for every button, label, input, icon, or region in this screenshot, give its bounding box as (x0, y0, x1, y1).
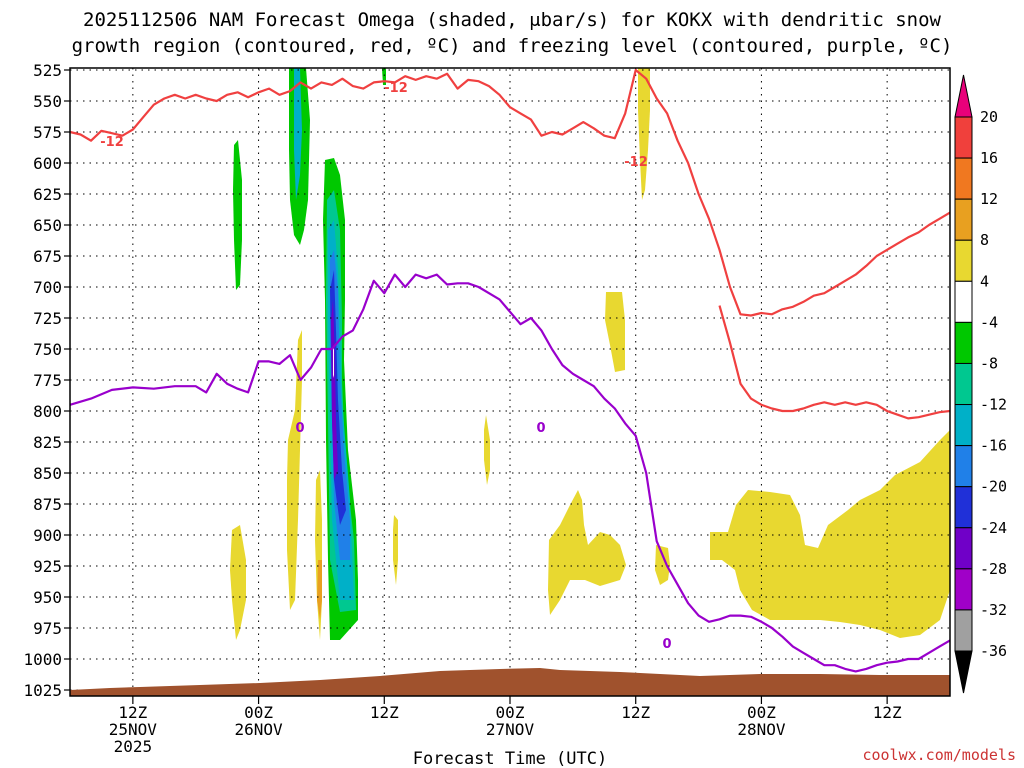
y-tick-label: 600 (33, 154, 62, 173)
ground-terrain (70, 668, 950, 696)
y-axis-ticks: 525 550 575 600 625 650 675 700 725 750 775 800 825 8… (23, 61, 70, 700)
y-tick-label: 550 (33, 92, 62, 111)
omega-shade-region (230, 525, 246, 640)
omega-shade-region (287, 330, 302, 610)
colorbar-swatch (954, 527, 973, 570)
contour-line (69, 68, 951, 317)
y-tick-label: 625 (33, 185, 62, 204)
red-contour-label: -12 (384, 81, 408, 96)
contour-line (718, 305, 951, 420)
y-tick-label: 650 (33, 216, 62, 235)
omega-shade-region (294, 68, 302, 200)
y-tick-label: 1025 (23, 681, 62, 700)
credit-text: coolwx.com/models (862, 746, 1016, 764)
grid-lines (70, 68, 950, 696)
red-contour-label: -12 (100, 135, 124, 150)
omega-shade-region (484, 415, 490, 485)
colorbar-tick-label: -24 (980, 519, 1007, 537)
colorbar-tick-label: 16 (980, 149, 998, 167)
colorbar-swatch (954, 116, 973, 159)
colorbar-swatch (954, 362, 973, 406)
colorbar-swatch (954, 568, 973, 611)
x-tick-label: 12Z (118, 703, 147, 722)
x-tick-label: 00Z (244, 703, 273, 722)
purple-contour-label: 0 (536, 421, 545, 436)
x-tick-label: 00Z (747, 703, 776, 722)
x-tick-label: 12Z (873, 703, 902, 722)
x-tick-label: 12Z (370, 703, 399, 722)
colorbar-swatch (954, 445, 973, 488)
chart-title-line2: growth region (contoured, red, ºC) and f… (72, 35, 953, 57)
omega-shade-region (655, 545, 670, 585)
colorbar-tick-label: -32 (980, 601, 1007, 619)
colorbar-swatch (954, 321, 973, 364)
x-tick-label: 25NOV (109, 720, 158, 739)
y-tick-label: 925 (33, 557, 62, 576)
colorbar-tick-label: -12 (980, 396, 1007, 414)
colorbar-swatch (954, 486, 973, 529)
colorbar-swatch (954, 280, 973, 323)
x-tick-label: 26NOV (234, 720, 283, 739)
contour-lines (69, 68, 951, 673)
colorbar-tick-label: -28 (980, 560, 1007, 578)
colorbar-swatch (954, 404, 973, 447)
x-tick-label: 12Z (621, 703, 650, 722)
y-tick-label: 575 (33, 123, 62, 142)
omega-shade-region (233, 140, 242, 290)
y-tick-label: 825 (33, 433, 62, 452)
colorbar-tick-label: 20 (980, 108, 998, 126)
omega-shade-region (317, 560, 322, 620)
colorbar-tick-label: -20 (980, 478, 1007, 496)
omega-shade-region (393, 515, 398, 585)
y-tick-label: 800 (33, 402, 62, 421)
y-tick-label: 675 (33, 247, 62, 266)
plot-area: -12 -12 -12 0 0 0 (69, 67, 951, 697)
colorbar-swatch (954, 198, 973, 241)
colorbar-tick-label: -36 (980, 642, 1007, 660)
colorbar-top-arrow (954, 74, 973, 118)
y-tick-label: 1000 (23, 650, 62, 669)
red-contour-label: -12 (624, 155, 648, 170)
x-tick-label: 28NOV (737, 720, 786, 739)
omega-shade-region (710, 430, 950, 638)
y-tick-label: 900 (33, 526, 62, 545)
y-tick-label: 850 (33, 464, 62, 483)
x-tick-label: 27NOV (486, 720, 535, 739)
colorbar-tick-label: -4 (980, 313, 998, 331)
colorbar-swatch (954, 157, 973, 200)
y-tick-label: 975 (33, 619, 62, 638)
x-axis-label: Forecast Time (UTC) (413, 749, 607, 768)
y-tick-label: 875 (33, 495, 62, 514)
omega-shading (230, 68, 950, 640)
contour-labels: -12 -12 -12 0 0 0 (100, 81, 671, 652)
omega-shade-region (605, 292, 625, 372)
contour-line (69, 273, 951, 673)
chart-title-line1: 2025112506 NAM Forecast Omega (shaded, μ… (83, 9, 941, 31)
colorbar-tick-label: -16 (980, 437, 1007, 455)
colorbar-tick-label: 8 (980, 231, 989, 249)
omega-shade-region (331, 300, 338, 480)
colorbar-tick-label: 12 (980, 190, 998, 208)
x-tick-label: 00Z (496, 703, 525, 722)
omega-shade-region (333, 345, 334, 378)
colorbar-swatch (954, 239, 973, 282)
y-tick-label: 700 (33, 278, 62, 297)
y-tick-label: 750 (33, 340, 62, 359)
omega-shade-region (638, 68, 650, 200)
x-tick-label: 2025 (114, 737, 153, 756)
y-tick-label: 725 (33, 309, 62, 328)
y-tick-label: 775 (33, 371, 62, 390)
colorbar-tick-label: 4 (980, 272, 989, 290)
colorbar: 20 16 12 8 4 -4 -8 -12 -16 -20 -24 -28 -32 -36 (954, 74, 1007, 694)
colorbar-tick-label: -8 (980, 354, 998, 372)
colorbar-bottom-arrow (954, 650, 973, 694)
y-tick-label: 525 (33, 61, 62, 80)
y-tick-label: 950 (33, 588, 62, 607)
purple-contour-label: 0 (662, 637, 671, 652)
purple-contour-label: 0 (295, 421, 304, 436)
colorbar-swatch (954, 609, 973, 652)
omega-shade-region (548, 490, 626, 615)
